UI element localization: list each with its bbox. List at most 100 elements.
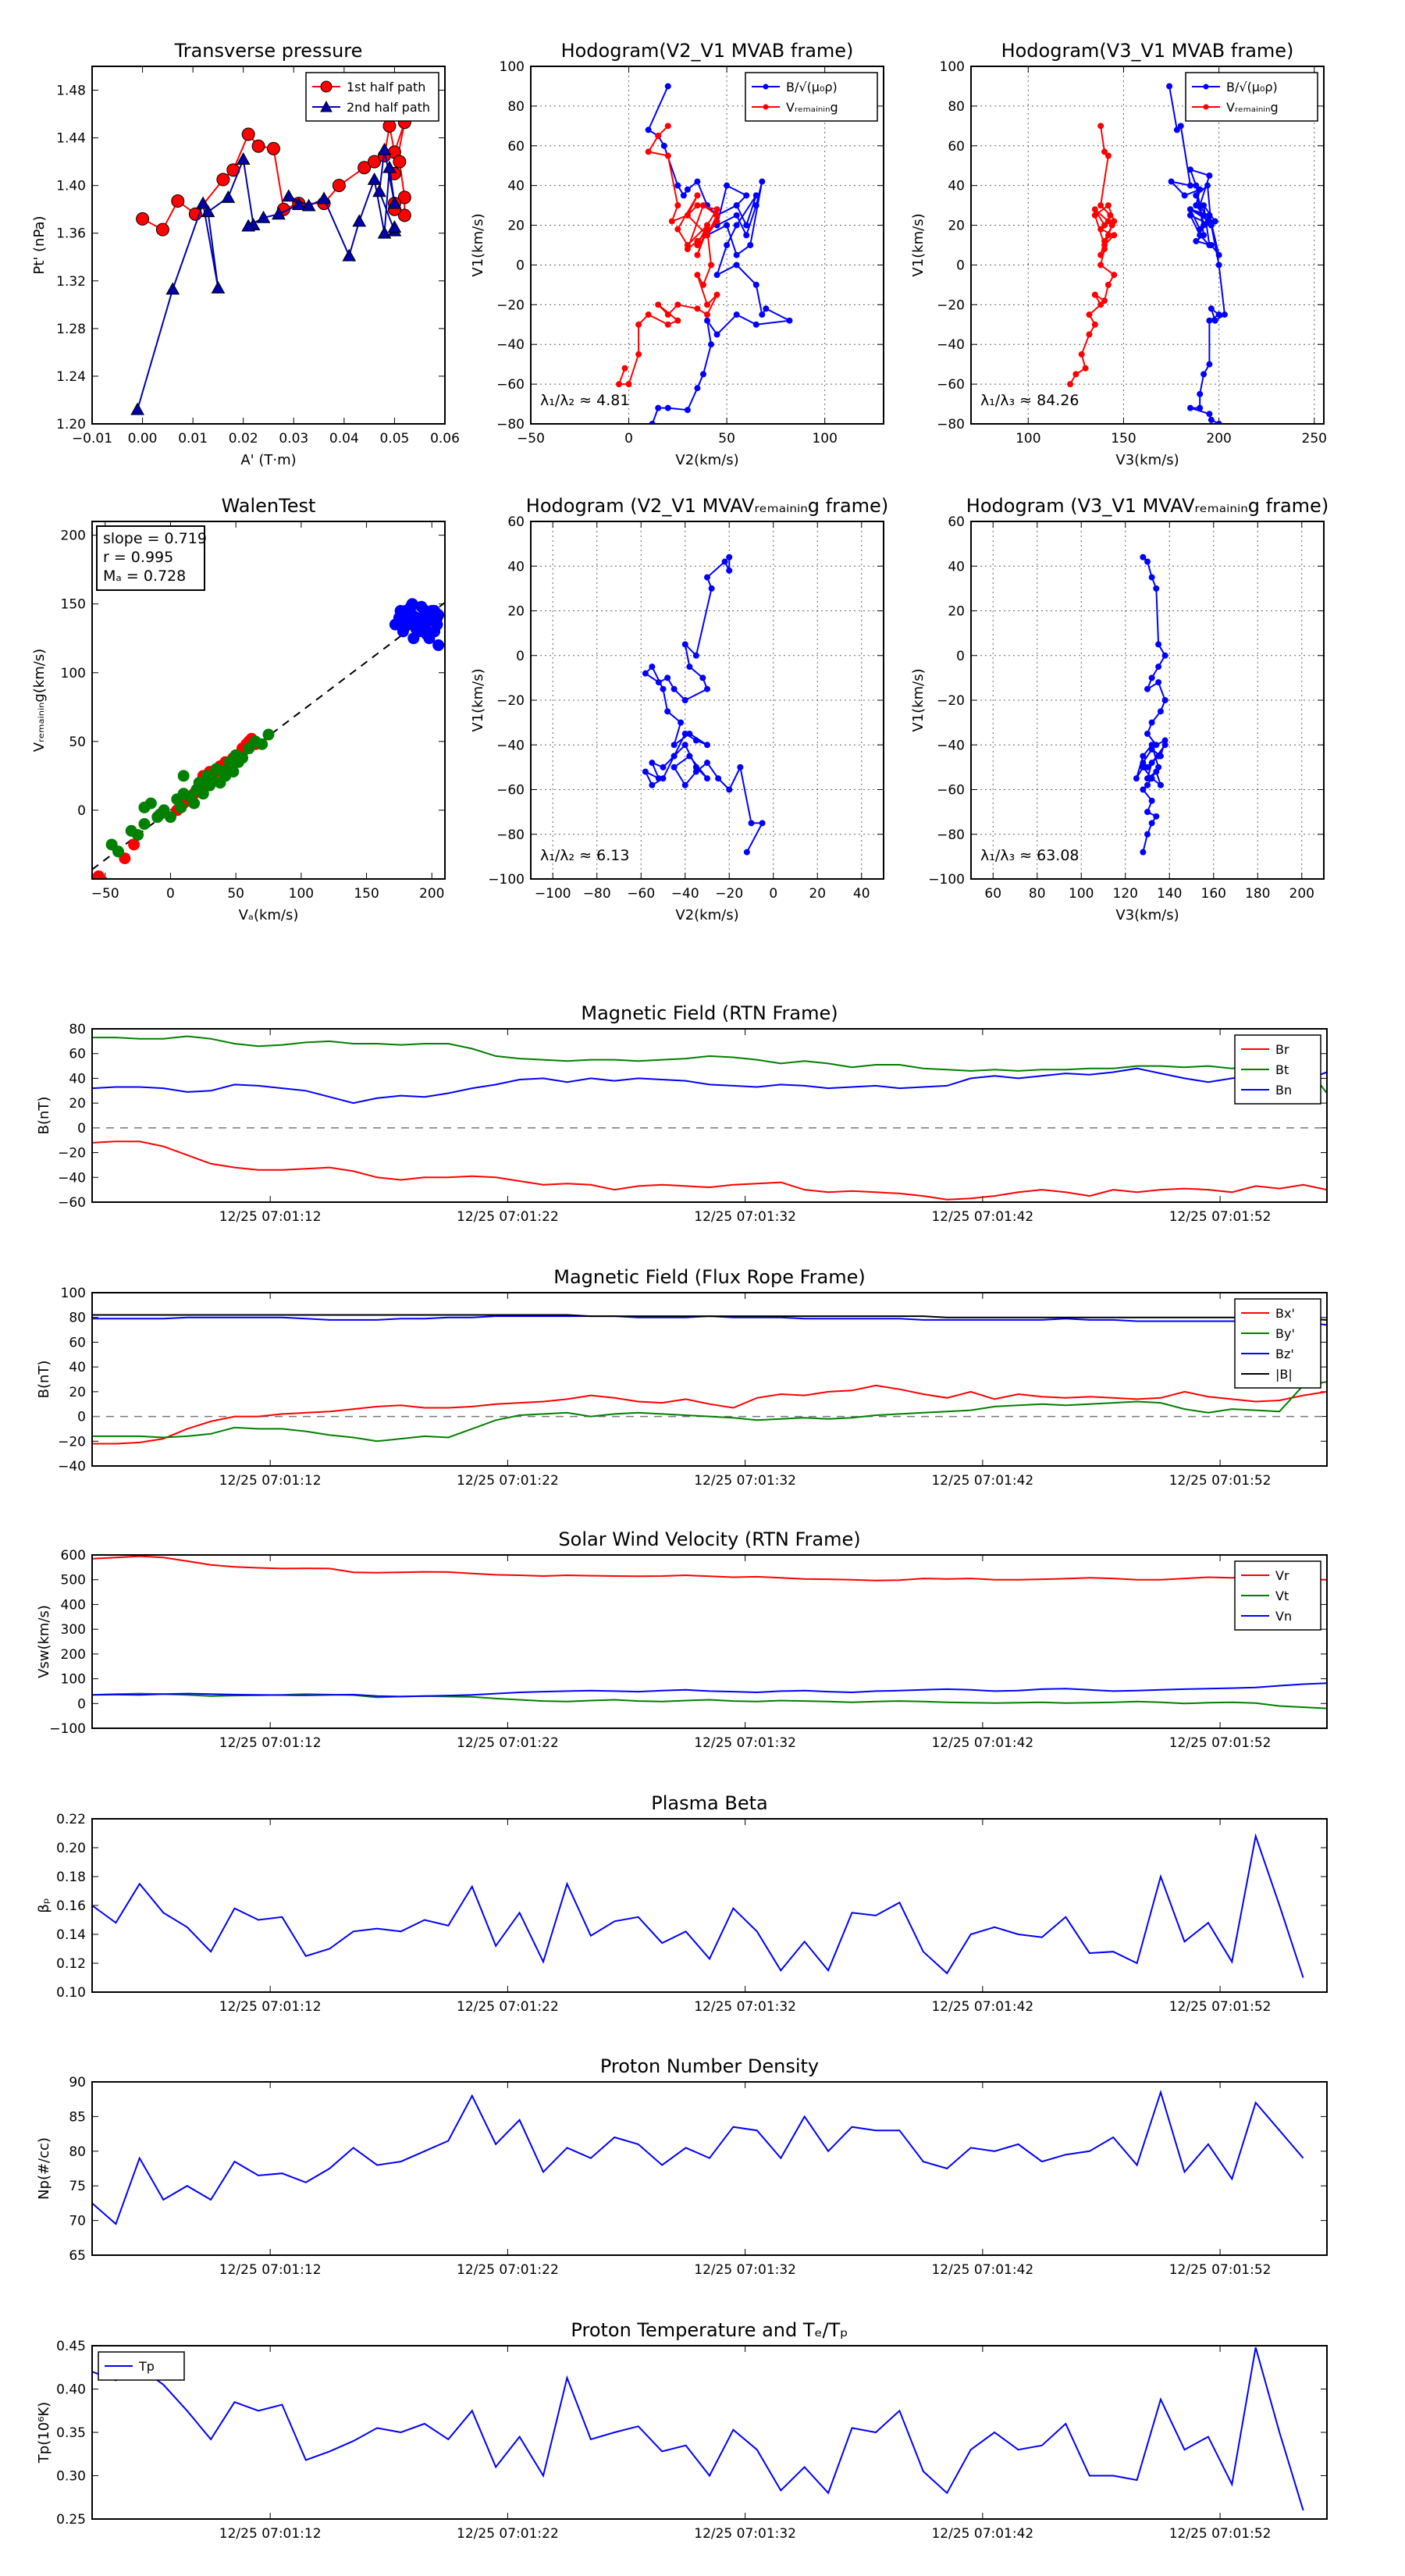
y-tick-label: 60 xyxy=(507,139,525,155)
x-tick-label: 50 xyxy=(227,886,244,902)
data-point xyxy=(645,148,652,155)
data-point xyxy=(694,192,701,199)
y-tick-label: −40 xyxy=(496,738,525,753)
plot-area xyxy=(92,598,445,879)
y-tick-label: 1.48 xyxy=(56,84,86,99)
y-tick-label: −20 xyxy=(58,1434,86,1450)
x-tick-label: 12/25 07:01:42 xyxy=(931,1735,1033,1751)
legend-label: Tp xyxy=(138,2359,155,2374)
data-point xyxy=(635,321,642,328)
data-point xyxy=(241,219,256,232)
chart-title: Transverse pressure xyxy=(174,40,363,62)
data-point xyxy=(1155,664,1162,671)
data-point xyxy=(1144,730,1151,737)
x-tick-label: 12/25 07:01:52 xyxy=(1169,1209,1272,1225)
data-point xyxy=(1091,212,1098,219)
data-point xyxy=(704,311,710,318)
x-tick-label: 12/25 07:01:12 xyxy=(219,1735,322,1751)
data-point xyxy=(1204,182,1211,189)
legend-label: Vt xyxy=(1275,1589,1289,1603)
eigenvalue-ratio: λ₁/λ₃ ≈ 63.08 xyxy=(980,847,1080,864)
data-point xyxy=(733,311,740,318)
axes-frame xyxy=(970,66,1325,425)
y-axis-label: Vsw(km/s) xyxy=(36,1605,52,1678)
data-point xyxy=(684,407,691,414)
data-point xyxy=(655,301,662,308)
data-point xyxy=(382,160,397,173)
data-point xyxy=(708,585,715,592)
data-point xyxy=(1086,331,1093,338)
y-tick-label: 60 xyxy=(507,514,525,530)
data-point xyxy=(674,202,681,209)
data-point xyxy=(726,567,733,574)
data-point xyxy=(681,697,688,703)
y-tick-label: −80 xyxy=(496,417,525,432)
x-tick-label: 0.00 xyxy=(128,431,158,447)
data-point xyxy=(1157,781,1164,788)
series-line-2ndhalfpath xyxy=(137,149,396,410)
data-point xyxy=(1161,652,1168,659)
data-point xyxy=(138,801,151,813)
x-tick-label: 100 xyxy=(1016,431,1040,447)
data-point xyxy=(136,212,150,226)
y-tick-label: 400 xyxy=(61,1597,86,1613)
data-point xyxy=(1067,381,1074,388)
y-axis-label: Tp(10⁶K) xyxy=(36,2402,52,2464)
data-point xyxy=(1133,775,1140,782)
data-point xyxy=(1215,311,1222,318)
y-tick-label: 0 xyxy=(77,803,86,819)
chart-title: Plasma Beta xyxy=(651,1792,767,1814)
x-tick-label: −60 xyxy=(627,886,655,902)
data-point xyxy=(724,222,731,229)
y-axis-label: Pt' (nPa) xyxy=(31,215,48,274)
data-point xyxy=(733,251,740,258)
data-point xyxy=(112,845,124,858)
data-point xyxy=(674,301,681,308)
data-point xyxy=(1206,411,1213,418)
data-point xyxy=(1144,558,1151,565)
data-point xyxy=(272,207,286,220)
data-point xyxy=(432,609,445,621)
data-point xyxy=(1148,719,1155,726)
x-tick-label: 0.06 xyxy=(430,431,460,447)
data-point xyxy=(713,206,720,213)
data-point xyxy=(256,738,269,750)
data-point xyxy=(674,182,681,189)
data-point xyxy=(377,142,392,155)
data-point xyxy=(674,226,681,233)
data-point xyxy=(419,618,432,631)
y-tick-label: 40 xyxy=(948,559,965,575)
y-tick-label: 1.40 xyxy=(56,179,86,194)
x-tick-label: 12/25 07:01:12 xyxy=(219,2262,322,2278)
data-point xyxy=(694,305,701,312)
data-point xyxy=(1186,206,1193,213)
chart-title: Solar Wind Velocity (RTN Frame) xyxy=(558,1528,860,1550)
data-point xyxy=(692,652,699,659)
y-tick-label: 40 xyxy=(69,1360,86,1375)
y-tick-label: 0.45 xyxy=(56,2339,86,2354)
y-tick-label: 20 xyxy=(507,219,525,234)
axes-frame xyxy=(970,521,1325,880)
y-tick-label: 200 xyxy=(61,1647,86,1663)
data-point xyxy=(664,123,671,130)
data-point xyxy=(1186,166,1193,173)
x-tick-label: 12/25 07:01:52 xyxy=(1169,1999,1272,2015)
legend-label: B/√(μ₀ρ) xyxy=(786,80,838,94)
data-point xyxy=(1091,291,1098,298)
x-axis-label: V3(km/s) xyxy=(1115,452,1179,468)
data-point xyxy=(1144,809,1151,816)
x-tick-label: 100 xyxy=(1069,886,1094,902)
data-point xyxy=(1097,226,1104,233)
panel-hodo2: Hodogram(V3_V1 MVAB frame) −80 −60 −40 −20 0 2… xyxy=(910,40,1327,468)
data-point xyxy=(1111,232,1118,239)
data-point xyxy=(1097,251,1104,258)
data-point xyxy=(726,553,733,560)
legend-label: 2nd half path xyxy=(347,100,430,115)
fit-line xyxy=(92,602,445,870)
series-line-beta xyxy=(92,1833,1304,1978)
series-line-np xyxy=(92,2089,1304,2226)
data-point xyxy=(1097,202,1104,209)
data-point xyxy=(317,191,331,205)
data-point xyxy=(1072,371,1080,378)
